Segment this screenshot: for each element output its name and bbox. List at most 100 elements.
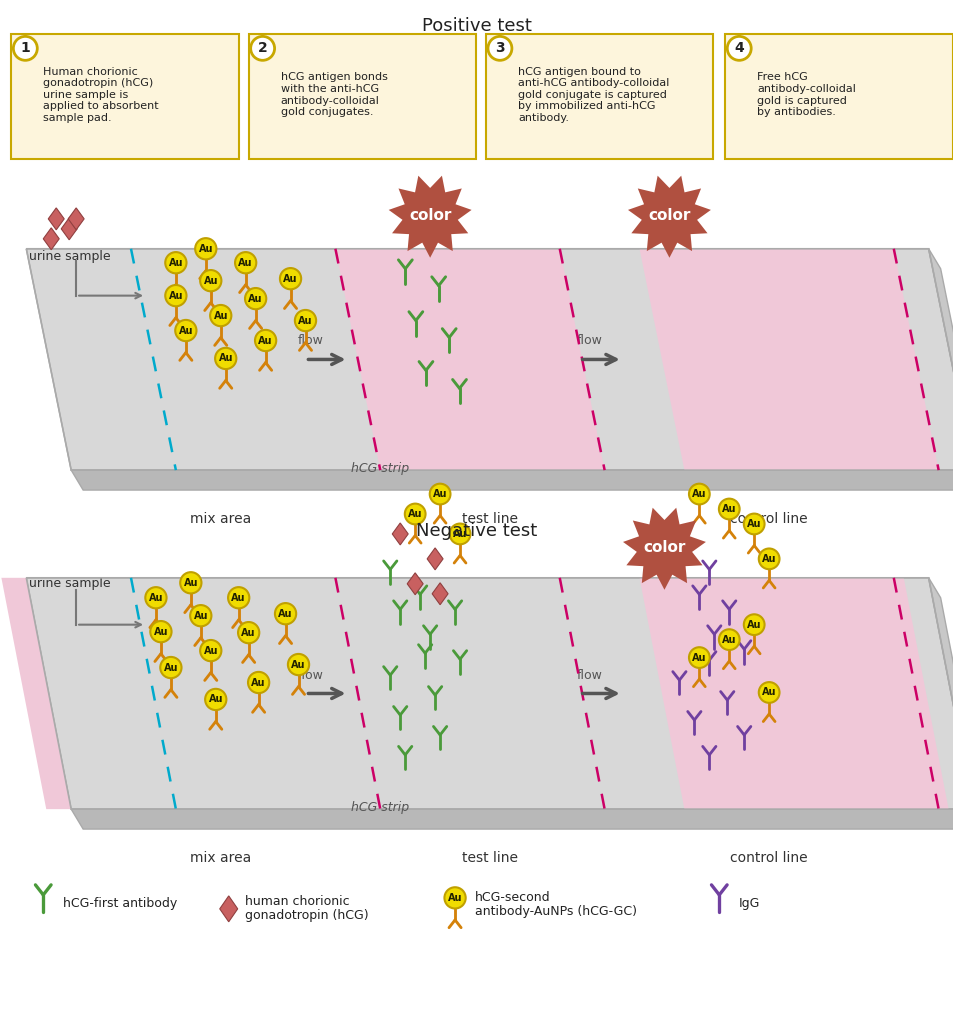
- Text: Au: Au: [169, 291, 183, 301]
- Text: Au: Au: [213, 310, 228, 321]
- Text: Au: Au: [278, 608, 293, 618]
- Text: gonadotropin (hCG): gonadotropin (hCG): [244, 909, 368, 923]
- Text: Au: Au: [248, 294, 263, 304]
- Circle shape: [429, 483, 450, 505]
- Circle shape: [210, 305, 232, 327]
- Text: mix area: mix area: [190, 851, 251, 865]
- Text: flow: flow: [577, 335, 602, 347]
- Circle shape: [294, 310, 315, 331]
- Circle shape: [444, 887, 465, 908]
- Circle shape: [254, 330, 276, 351]
- Text: Au: Au: [691, 652, 706, 663]
- Text: 1: 1: [20, 41, 30, 55]
- Circle shape: [200, 270, 221, 291]
- Circle shape: [238, 622, 259, 643]
- Polygon shape: [27, 578, 953, 809]
- Circle shape: [279, 268, 301, 290]
- Text: Au: Au: [153, 627, 168, 637]
- Text: hCG-first antibody: hCG-first antibody: [63, 897, 177, 910]
- Text: Au: Au: [178, 326, 193, 336]
- FancyBboxPatch shape: [11, 35, 238, 159]
- Circle shape: [200, 640, 221, 662]
- Polygon shape: [71, 470, 953, 490]
- Text: 3: 3: [495, 41, 504, 55]
- Polygon shape: [639, 578, 947, 809]
- Text: Au: Au: [453, 529, 467, 539]
- Circle shape: [743, 514, 763, 535]
- FancyBboxPatch shape: [249, 35, 476, 159]
- Text: hCG antigen bonds
with the anti-hCG
antibody-colloidal
gold conjugates.: hCG antigen bonds with the anti-hCG anti…: [280, 73, 387, 117]
- Circle shape: [688, 483, 709, 505]
- Text: hCG antigen bound to
anti-hCG antibody-colloidal
gold conjugate is captured
by i: hCG antigen bound to anti-hCG antibody-c…: [517, 67, 669, 123]
- Circle shape: [190, 605, 212, 627]
- Circle shape: [274, 603, 295, 625]
- Text: Au: Au: [203, 645, 218, 655]
- Circle shape: [245, 288, 266, 309]
- Text: Au: Au: [149, 593, 163, 603]
- Text: Human chorionic
gonadotropin (hCG)
urine sample is
applied to absorbent
sample p: Human chorionic gonadotropin (hCG) urine…: [43, 67, 159, 123]
- Text: Au: Au: [433, 489, 447, 499]
- Text: flow: flow: [297, 335, 323, 347]
- Text: color: color: [409, 208, 451, 223]
- Polygon shape: [27, 249, 953, 470]
- Circle shape: [758, 682, 779, 702]
- Text: Au: Au: [408, 509, 422, 519]
- Polygon shape: [388, 176, 471, 258]
- Text: mix area: mix area: [190, 512, 251, 526]
- Text: IgG: IgG: [739, 897, 760, 910]
- Polygon shape: [49, 208, 64, 229]
- Circle shape: [726, 37, 750, 60]
- Polygon shape: [61, 218, 77, 240]
- Text: Au: Au: [209, 694, 223, 705]
- Text: Au: Au: [183, 578, 198, 588]
- Polygon shape: [627, 176, 710, 258]
- Polygon shape: [407, 572, 423, 595]
- Polygon shape: [927, 578, 953, 829]
- Text: hCG strip: hCG strip: [351, 801, 409, 814]
- Text: Au: Au: [252, 678, 266, 687]
- Circle shape: [145, 587, 167, 608]
- Text: Au: Au: [283, 273, 297, 284]
- Text: Au: Au: [746, 519, 760, 529]
- Text: control line: control line: [730, 512, 807, 526]
- Circle shape: [288, 654, 309, 675]
- Polygon shape: [622, 508, 705, 590]
- Circle shape: [228, 587, 249, 608]
- Circle shape: [165, 285, 187, 306]
- Text: test line: test line: [461, 512, 517, 526]
- FancyBboxPatch shape: [485, 35, 713, 159]
- Text: antibody-AuNPs (hCG-GC): antibody-AuNPs (hCG-GC): [475, 905, 637, 919]
- Polygon shape: [432, 583, 448, 605]
- Circle shape: [719, 499, 739, 519]
- Text: Au: Au: [291, 659, 306, 670]
- Text: hCG strip: hCG strip: [351, 462, 409, 475]
- Polygon shape: [43, 227, 59, 250]
- Polygon shape: [392, 523, 408, 545]
- Text: Au: Au: [193, 610, 208, 621]
- Text: Au: Au: [164, 663, 178, 673]
- Text: Au: Au: [169, 258, 183, 267]
- Text: test line: test line: [461, 851, 517, 865]
- Circle shape: [165, 252, 187, 273]
- Circle shape: [175, 319, 196, 341]
- Text: Au: Au: [691, 489, 706, 499]
- Text: Au: Au: [218, 353, 233, 364]
- Text: Au: Au: [203, 275, 218, 286]
- Text: Negative test: Negative test: [416, 522, 537, 540]
- Circle shape: [487, 37, 512, 60]
- Polygon shape: [68, 208, 84, 229]
- Polygon shape: [927, 249, 953, 490]
- Text: control line: control line: [730, 851, 807, 865]
- Text: Au: Au: [232, 593, 246, 603]
- Text: Au: Au: [298, 315, 313, 326]
- Circle shape: [404, 504, 425, 524]
- Text: Positive test: Positive test: [421, 17, 532, 36]
- Text: flow: flow: [577, 669, 602, 682]
- FancyBboxPatch shape: [724, 35, 952, 159]
- Circle shape: [449, 523, 470, 545]
- Text: Au: Au: [746, 620, 760, 630]
- Polygon shape: [335, 249, 604, 470]
- Circle shape: [180, 572, 201, 594]
- Polygon shape: [427, 548, 442, 569]
- Circle shape: [688, 647, 709, 668]
